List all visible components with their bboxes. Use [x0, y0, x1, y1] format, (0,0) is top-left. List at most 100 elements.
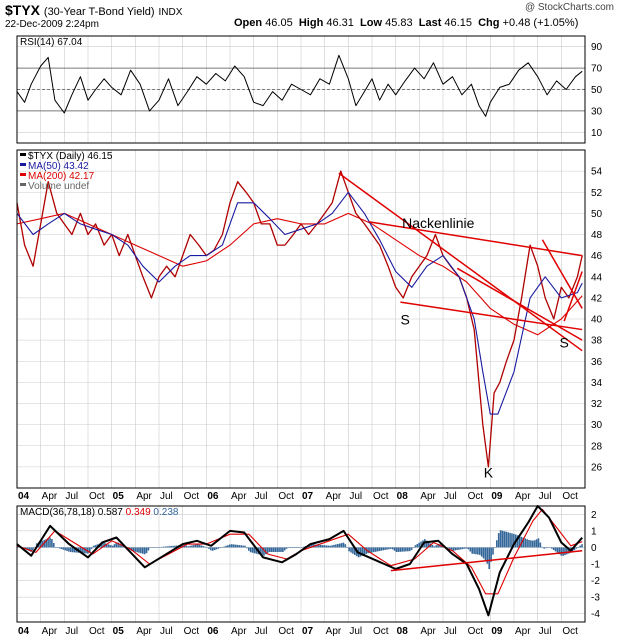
macd-x-tick-label: Oct	[89, 626, 105, 637]
macd-histogram-bar	[166, 546, 169, 548]
macd-histogram-bar	[418, 542, 420, 548]
macd-histogram-bar	[435, 545, 438, 548]
macd-histogram-bar	[384, 547, 386, 550]
macd-histogram-bar	[575, 547, 578, 549]
macd-histogram-bar	[255, 547, 258, 554]
macd-histogram-bar	[157, 547, 159, 548]
macd-legend-part: 0.238	[151, 507, 179, 518]
macd-histogram-bar	[509, 532, 511, 548]
macd-histogram-bar	[549, 547, 551, 548]
price-y-tick-label: 30	[591, 420, 603, 431]
macd-legend-part: MACD(36,78,18) 0.587	[20, 507, 123, 518]
macd-histogram-bar	[96, 544, 99, 548]
macd-histogram-bar	[412, 547, 415, 548]
price-y-tick-label: 44	[591, 272, 603, 283]
macd-y-tick-label: 1	[591, 526, 597, 537]
macd-histogram-bar	[189, 545, 191, 548]
macd-histogram-bar	[66, 547, 68, 551]
macd-x-tick-label: Oct	[373, 626, 389, 637]
high-label: High	[298, 17, 324, 29]
macd-histogram-bar	[198, 544, 201, 548]
macd-y-tick-label: -1	[591, 560, 600, 571]
macd-histogram-bar	[62, 547, 65, 550]
macd-histogram-bar	[45, 539, 47, 548]
macd-histogram-bar	[333, 544, 335, 548]
macd-histogram-bar	[344, 544, 347, 548]
macd-histogram-bar	[393, 547, 396, 551]
macd-histogram-bar	[541, 546, 544, 548]
macd-histogram-bar	[389, 547, 392, 549]
macd-histogram-bar	[263, 547, 265, 556]
macd-histogram-bar	[469, 547, 472, 552]
macd-histogram-bar	[249, 547, 252, 553]
macd-histogram-bar	[340, 543, 343, 548]
macd-histogram-bar	[155, 547, 157, 548]
macd-histogram-bar	[450, 547, 453, 550]
price-y-tick-label: 36	[591, 357, 603, 368]
macd-x-tick-label: Apr	[42, 626, 58, 637]
price-y-tick-label: 48	[591, 230, 603, 241]
macd-legend: MACD(36,78,18) 0.587 0.349 0.238	[20, 507, 179, 518]
macd-histogram-bar	[577, 547, 580, 548]
price-annotation: S	[400, 311, 409, 327]
macd-histogram-bar	[382, 547, 385, 551]
price-panel-frame	[16, 149, 586, 489]
macd-histogram-bar	[545, 547, 547, 549]
macd-y-tick-label: 2	[591, 510, 597, 521]
macd-x-tick-label: Jul	[349, 626, 362, 637]
macd-histogram-bar	[471, 547, 473, 554]
macd-histogram-bar	[206, 547, 208, 548]
macd-histogram-bar	[225, 545, 227, 548]
macd-histogram-bar	[217, 547, 220, 549]
macd-histogram-bar	[117, 542, 119, 548]
macd-histogram-bar	[253, 547, 256, 554]
macd-histogram-bar	[410, 547, 413, 550]
rsi-legend: RSI(14) 67.04	[20, 37, 83, 48]
macd-histogram-bar	[244, 545, 246, 548]
macd-histogram-bar	[68, 547, 70, 552]
macd-histogram-bar	[289, 547, 292, 548]
price-y-tick-label: 42	[591, 293, 603, 304]
macd-histogram-bar	[236, 544, 239, 548]
last-value: 46.15	[444, 17, 472, 29]
last-label: Last	[418, 17, 442, 29]
macd-histogram-bar	[270, 547, 273, 552]
price-trendline	[456, 267, 583, 341]
price-trendline	[338, 172, 583, 352]
macd-histogram-bar	[566, 547, 568, 555]
macd-histogram-bar	[83, 547, 85, 554]
macd-x-tick-label: Oct	[468, 626, 484, 637]
x-tick-label: Oct	[468, 491, 484, 502]
macd-panel-frame	[16, 505, 586, 623]
price-y-tick-label: 28	[591, 441, 603, 452]
x-tick-label: 09	[491, 491, 503, 502]
macd-histogram-bar	[52, 543, 55, 548]
macd-histogram-bar	[291, 547, 294, 548]
macd-histogram-bar	[325, 545, 328, 548]
x-tick-label: 05	[113, 491, 125, 502]
rsi-line	[16, 54, 583, 117]
macd-histogram-bar	[319, 544, 322, 548]
macd-histogram-bar	[261, 547, 263, 556]
macd-histogram-bar	[32, 547, 34, 551]
x-tick-label: 06	[207, 491, 219, 502]
macd-histogram-bar	[467, 547, 470, 550]
macd-histogram-bar	[331, 545, 333, 548]
macd-x-tick-label: 07	[302, 626, 314, 637]
macd-histogram-bar	[215, 547, 218, 550]
macd-histogram-bar	[208, 547, 210, 549]
exchange: INDX	[158, 7, 183, 18]
macd-histogram-bar	[121, 544, 123, 548]
price-legend-entry: MA(50) 43.42	[28, 161, 89, 172]
macd-histogram-bar	[30, 547, 32, 552]
macd-histogram-bar	[212, 547, 214, 551]
macd-histogram-bar	[478, 547, 481, 555]
macd-x-tick-label: Jul	[65, 626, 78, 637]
macd-histogram-bar	[79, 547, 82, 553]
macd-histogram-bar	[361, 547, 364, 556]
macd-histogram-bar	[283, 547, 286, 551]
x-tick-label: Jul	[160, 491, 173, 502]
price-y-tick-label: 26	[591, 462, 603, 473]
x-tick-label: Apr	[515, 491, 531, 502]
macd-histogram-bar	[414, 545, 417, 548]
